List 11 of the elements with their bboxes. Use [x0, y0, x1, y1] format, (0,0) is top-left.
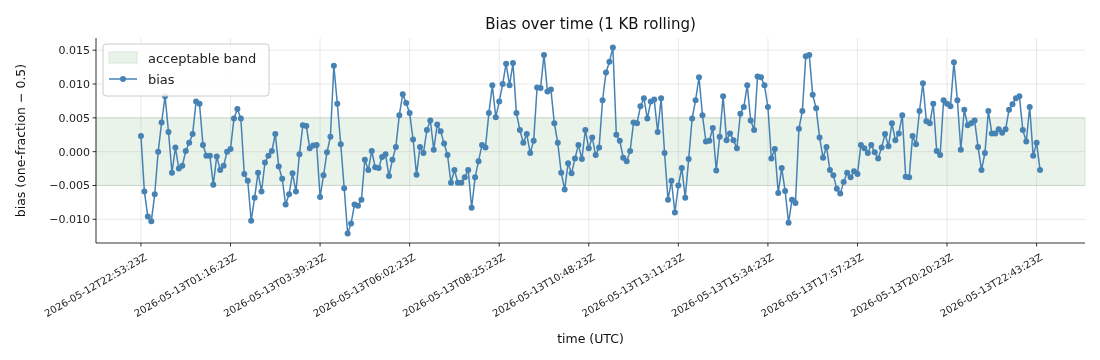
legend-label: bias [148, 71, 175, 87]
y-tick-label: 0.000 [58, 145, 90, 159]
y-tick-label: 0.015 [58, 44, 90, 58]
chart-title: Bias over time (1 KB rolling) [485, 15, 696, 33]
y-tick-label: −0.010 [49, 213, 90, 227]
y-tick-label: −0.005 [49, 179, 90, 193]
y-axis-title: bias (one-fraction − 0.5) [13, 63, 28, 218]
legend-label: acceptable band [148, 50, 257, 66]
y-tick-label: 0.010 [58, 78, 90, 92]
y-tick-label: 0.005 [58, 111, 90, 125]
x-axis-title: time (UTC) [557, 331, 624, 346]
